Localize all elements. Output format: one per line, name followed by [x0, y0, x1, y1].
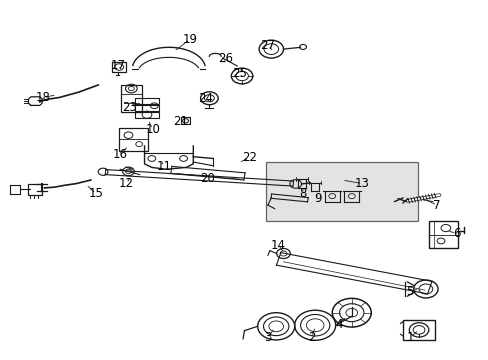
Text: 20: 20 [200, 172, 215, 185]
Text: 14: 14 [270, 239, 285, 252]
Text: 24: 24 [198, 92, 213, 105]
Bar [135, 98, 159, 104]
Bar [112, 62, 126, 72]
Text: 19: 19 [182, 33, 197, 46]
Text: 4: 4 [335, 318, 343, 331]
Text: 11: 11 [156, 160, 171, 173]
Text: 2: 2 [307, 331, 315, 344]
Text: 1: 1 [406, 330, 413, 343]
Text: 10: 10 [145, 122, 160, 136]
Bar [428, 221, 457, 248]
Text: 25: 25 [232, 67, 246, 80]
Text: 15: 15 [88, 187, 103, 200]
Bar [402, 320, 434, 339]
Bar [121, 85, 142, 112]
Text: 5: 5 [406, 285, 413, 298]
Bar [119, 128, 148, 151]
Text: 13: 13 [354, 177, 369, 190]
Text: 6: 6 [452, 226, 459, 239]
Text: 21: 21 [172, 116, 187, 129]
Text: 17: 17 [110, 59, 125, 72]
Bar [266, 162, 417, 221]
Text: 26: 26 [218, 51, 233, 64]
Text: 7: 7 [432, 199, 440, 212]
Text: 8: 8 [299, 187, 306, 200]
Text: 3: 3 [264, 331, 271, 344]
Bar [135, 112, 159, 118]
Text: 23: 23 [122, 101, 137, 114]
Bar [135, 105, 159, 111]
Text: 9: 9 [313, 192, 321, 205]
Bar [181, 117, 189, 125]
Text: 18: 18 [36, 91, 51, 104]
Bar [27, 184, 42, 195]
Text: 27: 27 [260, 39, 275, 52]
Text: 16: 16 [112, 148, 127, 161]
Text: 22: 22 [242, 151, 256, 164]
Text: 12: 12 [119, 177, 134, 190]
